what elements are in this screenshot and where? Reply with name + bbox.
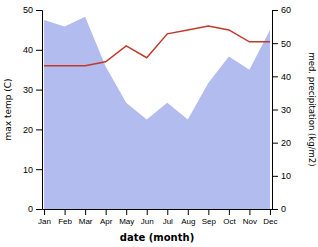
x-axis-tick: Feb — [58, 209, 72, 226]
y2-axis-tick-mark — [272, 143, 278, 144]
x-axis-tick-mark — [106, 209, 107, 215]
y2-axis-tick-mark — [272, 176, 278, 177]
x-axis-tick: Oct — [223, 209, 236, 226]
y-axis-tick: 30 — [23, 85, 42, 95]
y-axis-tick-mark — [36, 209, 42, 210]
x-axis-tick: Jan — [38, 209, 51, 226]
y2-axis-tick-label: 30 — [281, 105, 291, 115]
y-axis-title: max temp (C) — [3, 78, 13, 140]
y-axis-tick-label: 50 — [23, 5, 33, 15]
temperature-line — [44, 26, 270, 66]
y2-axis-tick: 0 — [272, 204, 286, 214]
x-axis-tick-mark — [229, 209, 230, 215]
y2-axis-tick-label: 50 — [281, 39, 291, 49]
y-axis-tick-label: 10 — [23, 165, 33, 175]
y-axis-tick-label: 20 — [23, 125, 33, 135]
x-axis-tick-label: May — [119, 217, 134, 226]
y-axis-tick-label: 0 — [28, 204, 33, 214]
x-axis-tick: May — [119, 209, 134, 226]
x-axis-tick-mark — [147, 209, 148, 215]
x-axis-tick-label: Apr — [100, 217, 113, 226]
y2-axis-tick: 50 — [272, 39, 291, 49]
plot: Jan Feb Mar Apr May Jun Jul Aug Sep Oct Nov Dec 0 10 2… — [23, 5, 291, 225]
y-axis-tick: 20 — [23, 125, 42, 135]
y-axis-line — [36, 11, 43, 210]
y2-axis-tick-label: 10 — [281, 171, 291, 181]
x-axis: Jan Feb Mar Apr May Jun Jul Aug Sep Oct Nov Dec — [38, 209, 277, 226]
x-axis-line — [43, 209, 273, 210]
x-axis-tick-label: Jul — [163, 217, 173, 226]
y2-axis-line — [273, 11, 279, 210]
precipitation-area — [44, 17, 270, 209]
x-axis-title: date (month) — [120, 232, 194, 243]
y-axis-tick: 0 — [28, 204, 42, 214]
y2-axis-tick-mark — [272, 10, 278, 11]
y-axis-tick-mark — [36, 169, 42, 170]
x-axis-tick-mark — [167, 209, 168, 215]
x-axis-tick-mark — [85, 209, 86, 215]
y2-axis-tick-mark — [272, 209, 278, 210]
x-axis-tick: Jun — [141, 209, 154, 226]
y2-axis-tick: 60 — [272, 5, 291, 15]
x-axis-tick-mark — [270, 209, 271, 215]
y-axis-tick-label: 40 — [23, 45, 33, 55]
y2-axis: 0 10 20 30 40 50 60 — [272, 5, 291, 214]
y2-axis-tick-label: 60 — [281, 5, 291, 15]
y2-axis-tick-label: 40 — [281, 72, 291, 82]
x-axis-tick-label: Feb — [58, 217, 72, 226]
y2-axis-tick: 10 — [272, 171, 291, 181]
y2-axis-tick-mark — [272, 110, 278, 111]
y-axis-tick: 50 — [23, 5, 42, 15]
x-axis-tick: Aug — [181, 209, 195, 226]
x-axis-tick-label: Nov — [243, 217, 257, 226]
x-axis-tick: Jul — [163, 209, 173, 226]
x-axis-tick-label: Jan — [38, 217, 51, 226]
y2-axis-tick: 20 — [272, 138, 291, 148]
y2-axis-tick-label: 0 — [281, 204, 286, 214]
x-axis-tick-label: Dec — [263, 217, 277, 226]
y-axis: 0 10 20 30 40 50 — [23, 5, 43, 214]
y2-axis-title: med. precipitation (kg/m2) — [307, 52, 317, 166]
y2-axis-tick: 30 — [272, 105, 291, 115]
y-axis-tick-mark — [36, 10, 42, 11]
x-axis-tick-mark — [126, 209, 127, 215]
x-axis-tick-label: Oct — [223, 217, 236, 226]
x-axis-tick: Sep — [202, 209, 217, 226]
y2-axis-tick: 40 — [272, 72, 291, 82]
x-axis-tick-label: Aug — [181, 217, 195, 226]
y2-axis-tick-mark — [272, 76, 278, 77]
x-axis-tick: Mar — [79, 209, 93, 226]
y-axis-tick: 40 — [23, 45, 42, 55]
y-axis-tick-label: 30 — [23, 85, 33, 95]
x-axis-tick-mark — [65, 209, 66, 215]
marks — [44, 17, 270, 209]
y2-axis-tick-mark — [272, 43, 278, 44]
x-axis-tick-mark — [188, 209, 189, 215]
x-axis-tick-mark — [44, 209, 45, 215]
x-axis-tick: Nov — [243, 209, 257, 226]
x-axis-tick-mark — [249, 209, 250, 215]
x-axis-tick-label: Sep — [202, 217, 217, 226]
y2-axis-tick-label: 20 — [281, 138, 291, 148]
x-axis-tick-label: Mar — [79, 217, 93, 226]
x-axis-tick-label: Jun — [141, 217, 154, 226]
y-axis-tick-mark — [36, 129, 42, 130]
y-axis-tick: 10 — [23, 165, 42, 175]
x-axis-tick: Dec — [263, 209, 277, 226]
x-axis-tick: Apr — [100, 209, 113, 226]
y-axis-tick-mark — [36, 50, 42, 51]
chart: Jan Feb Mar Apr May Jun Jul Aug Sep Oct Nov Dec 0 10 2… — [0, 0, 318, 247]
y-axis-tick-mark — [36, 90, 42, 91]
x-axis-tick-mark — [208, 209, 209, 215]
